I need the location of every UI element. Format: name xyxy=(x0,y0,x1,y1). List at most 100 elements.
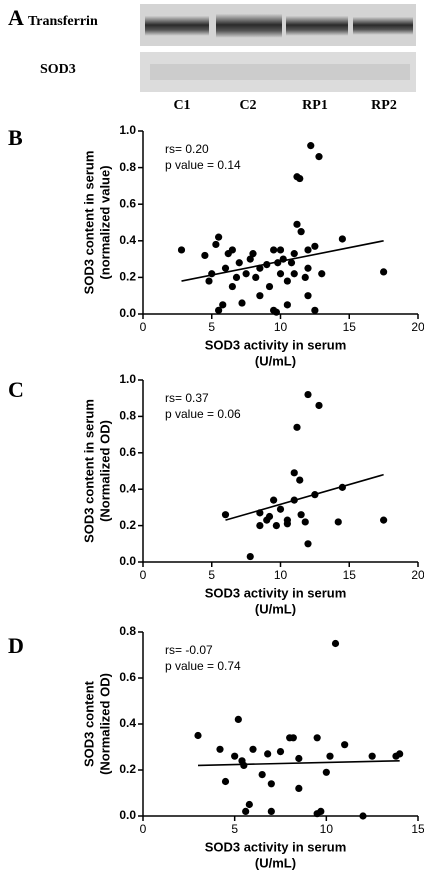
x-axis-label: SOD3 activity in serum xyxy=(205,337,347,352)
point xyxy=(331,639,340,648)
trendline xyxy=(181,240,384,282)
annotation: rs= 0.20 xyxy=(165,142,209,156)
point xyxy=(215,306,223,314)
point xyxy=(326,752,334,760)
y-axis-label: SOD3 content xyxy=(81,680,96,767)
x-axis-label: (U/mL) xyxy=(255,353,296,368)
panel-label: B xyxy=(8,125,23,150)
x-axis-label: SOD3 activity in serum xyxy=(205,585,347,600)
panel-label: C xyxy=(8,377,24,402)
lane-label: C2 xyxy=(239,98,256,113)
point xyxy=(221,777,230,786)
point xyxy=(380,268,388,276)
point xyxy=(258,771,266,779)
x-tick-label: 15 xyxy=(343,568,357,582)
point xyxy=(289,734,297,742)
trendline xyxy=(225,473,384,521)
scatter-panel: B 0.0 0.2 0.4 0.6 0.8 1.0 0 5 10 15 20 SOD3 activity… xyxy=(8,123,424,368)
point xyxy=(265,512,274,521)
y-tick-label: 0.8 xyxy=(119,624,136,638)
annotation: p value = 0.14 xyxy=(165,158,241,172)
point xyxy=(240,761,248,770)
point xyxy=(295,784,303,793)
point xyxy=(334,518,342,526)
point xyxy=(276,505,285,513)
x-axis-label: (U/mL) xyxy=(255,855,296,870)
point xyxy=(338,235,346,243)
annotation: p value = 0.74 xyxy=(165,659,241,673)
point xyxy=(215,233,223,241)
point xyxy=(205,277,213,285)
y-tick-label: 0.0 xyxy=(119,306,136,320)
x-tick-label: 20 xyxy=(411,320,424,334)
point xyxy=(238,299,246,307)
band xyxy=(145,16,209,36)
y-tick-label: 0.6 xyxy=(119,670,136,684)
point xyxy=(296,476,304,484)
point xyxy=(297,511,305,519)
y-axis-label: SOD3 content in serum xyxy=(81,151,96,295)
point xyxy=(245,800,253,809)
point xyxy=(293,220,301,228)
point xyxy=(231,752,239,760)
y-tick-label: 0.4 xyxy=(119,233,136,247)
band xyxy=(286,16,348,36)
scatter-panel: D 0.0 0.2 0.4 0.6 0.8 0 5 10 15 SOD3 activity in s… xyxy=(8,624,424,870)
x-tick-label: 5 xyxy=(208,568,215,582)
lane-label: RP1 xyxy=(302,98,328,113)
point xyxy=(272,308,280,316)
band-label: SOD3 xyxy=(40,62,76,77)
point xyxy=(290,469,298,477)
point xyxy=(252,273,260,281)
point xyxy=(318,270,326,278)
point xyxy=(313,734,321,742)
annotation: rs= 0.37 xyxy=(165,391,209,405)
band xyxy=(353,17,413,35)
point xyxy=(234,715,242,724)
point xyxy=(267,780,275,788)
y-tick-label: 0.4 xyxy=(119,481,136,495)
y-axis-label: (normalized value) xyxy=(97,165,112,279)
y-tick-label: 0.4 xyxy=(119,716,136,730)
x-tick-label: 0 xyxy=(140,568,147,582)
y-tick-label: 0.8 xyxy=(119,409,136,423)
scatter-panel: C 0.0 0.2 0.4 0.6 0.8 1.0 0 5 10 15 20 SOD3 activity… xyxy=(8,372,424,616)
panel-label: D xyxy=(8,633,24,658)
point xyxy=(368,752,376,760)
point xyxy=(396,750,404,758)
point xyxy=(228,246,236,254)
point xyxy=(287,259,296,267)
point xyxy=(304,540,312,548)
x-tick-label: 10 xyxy=(274,320,288,334)
x-tick-label: 15 xyxy=(343,320,357,334)
point xyxy=(293,423,301,431)
point xyxy=(249,745,257,753)
y-tick-label: 0.2 xyxy=(119,270,136,284)
y-tick-label: 0.8 xyxy=(119,160,136,174)
band xyxy=(216,14,282,38)
y-tick-label: 0.2 xyxy=(119,762,136,776)
point xyxy=(297,228,305,236)
point xyxy=(246,255,254,263)
point xyxy=(232,273,241,281)
y-tick-label: 0.2 xyxy=(119,518,136,532)
x-tick-label: 10 xyxy=(320,822,334,836)
blot xyxy=(140,4,416,92)
point xyxy=(216,745,224,753)
point xyxy=(242,270,250,278)
band xyxy=(150,64,410,80)
point xyxy=(264,750,272,758)
lane-label: C1 xyxy=(173,98,190,113)
y-tick-label: 0.6 xyxy=(119,445,136,459)
lane-label: RP2 xyxy=(371,98,397,113)
point xyxy=(304,390,312,399)
point xyxy=(221,511,230,519)
point xyxy=(307,142,315,150)
panel-label: A xyxy=(8,5,24,30)
x-axis-label: SOD3 activity in serum xyxy=(205,839,347,854)
band-label: Transferrin xyxy=(28,14,98,29)
annotation: rs= -0.07 xyxy=(165,643,213,657)
point xyxy=(249,250,257,258)
point xyxy=(276,246,285,254)
point xyxy=(380,516,388,524)
